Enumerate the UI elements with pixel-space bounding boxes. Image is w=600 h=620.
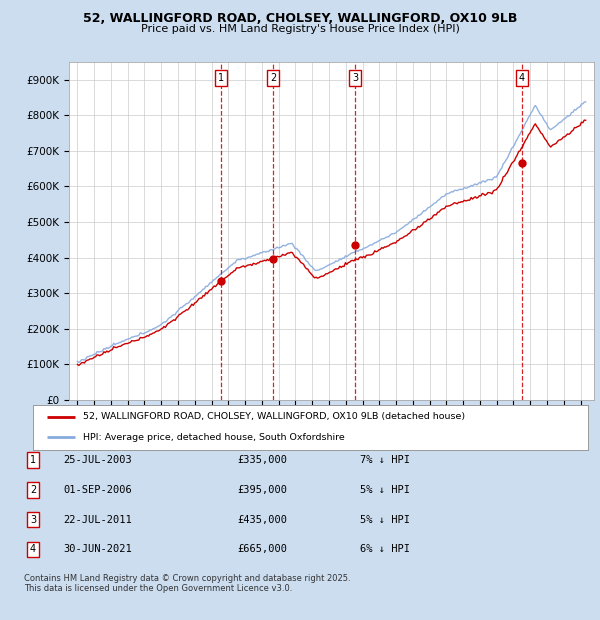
Text: 30-JUN-2021: 30-JUN-2021 <box>63 544 132 554</box>
Text: 5% ↓ HPI: 5% ↓ HPI <box>360 515 410 525</box>
Text: Contains HM Land Registry data © Crown copyright and database right 2025.: Contains HM Land Registry data © Crown c… <box>24 574 350 583</box>
Text: £335,000: £335,000 <box>237 455 287 465</box>
Text: 3: 3 <box>352 73 358 83</box>
Text: 4: 4 <box>519 73 525 83</box>
Text: 3: 3 <box>30 515 36 525</box>
Text: 2: 2 <box>270 73 276 83</box>
Text: £395,000: £395,000 <box>237 485 287 495</box>
Text: 5% ↓ HPI: 5% ↓ HPI <box>360 485 410 495</box>
Text: 52, WALLINGFORD ROAD, CHOLSEY, WALLINGFORD, OX10 9LB: 52, WALLINGFORD ROAD, CHOLSEY, WALLINGFO… <box>83 12 517 25</box>
Text: This data is licensed under the Open Government Licence v3.0.: This data is licensed under the Open Gov… <box>24 583 292 593</box>
Text: 22-JUL-2011: 22-JUL-2011 <box>63 515 132 525</box>
Text: 1: 1 <box>218 73 224 83</box>
Text: 01-SEP-2006: 01-SEP-2006 <box>63 485 132 495</box>
Text: 1: 1 <box>30 455 36 465</box>
Text: 52, WALLINGFORD ROAD, CHOLSEY, WALLINGFORD, OX10 9LB (detached house): 52, WALLINGFORD ROAD, CHOLSEY, WALLINGFO… <box>83 412 465 422</box>
Text: £665,000: £665,000 <box>237 544 287 554</box>
Text: 25-JUL-2003: 25-JUL-2003 <box>63 455 132 465</box>
Text: 4: 4 <box>30 544 36 554</box>
Text: Price paid vs. HM Land Registry's House Price Index (HPI): Price paid vs. HM Land Registry's House … <box>140 24 460 33</box>
Text: £435,000: £435,000 <box>237 515 287 525</box>
Text: HPI: Average price, detached house, South Oxfordshire: HPI: Average price, detached house, Sout… <box>83 433 344 442</box>
Text: 7% ↓ HPI: 7% ↓ HPI <box>360 455 410 465</box>
Text: 2: 2 <box>30 485 36 495</box>
Text: 6% ↓ HPI: 6% ↓ HPI <box>360 544 410 554</box>
